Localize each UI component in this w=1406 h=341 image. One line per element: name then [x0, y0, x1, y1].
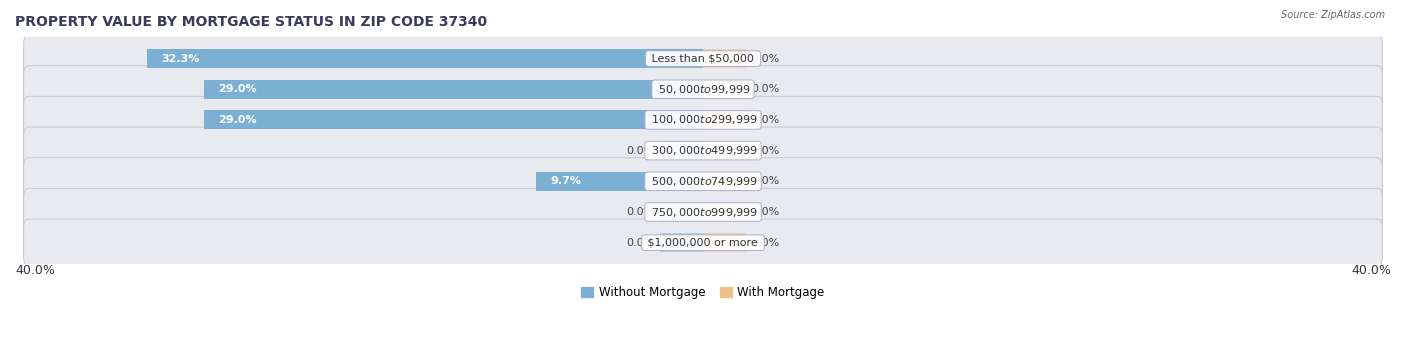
Text: PROPERTY VALUE BY MORTGAGE STATUS IN ZIP CODE 37340: PROPERTY VALUE BY MORTGAGE STATUS IN ZIP…: [15, 15, 486, 29]
Text: $50,000 to $99,999: $50,000 to $99,999: [655, 83, 751, 96]
Bar: [659, 141, 703, 160]
Text: $500,000 to $749,999: $500,000 to $749,999: [648, 175, 758, 188]
Text: Source: ZipAtlas.com: Source: ZipAtlas.com: [1281, 10, 1385, 20]
Bar: [703, 80, 747, 99]
Text: 29.0%: 29.0%: [218, 84, 256, 94]
Text: 9.7%: 9.7%: [550, 176, 581, 186]
FancyBboxPatch shape: [24, 97, 1382, 144]
FancyBboxPatch shape: [24, 158, 1382, 205]
Bar: [703, 141, 747, 160]
Text: 40.0%: 40.0%: [1351, 264, 1391, 277]
Text: 29.0%: 29.0%: [218, 115, 256, 125]
FancyBboxPatch shape: [24, 188, 1382, 236]
Text: 0.0%: 0.0%: [627, 238, 655, 248]
Text: 0.0%: 0.0%: [751, 84, 779, 94]
Bar: [148, 49, 703, 68]
Text: 0.0%: 0.0%: [751, 115, 779, 125]
Bar: [204, 80, 703, 99]
Text: $1,000,000 or more: $1,000,000 or more: [644, 238, 762, 248]
Bar: [659, 233, 703, 252]
Bar: [204, 110, 703, 130]
FancyBboxPatch shape: [24, 219, 1382, 266]
Text: Less than $50,000: Less than $50,000: [648, 54, 758, 63]
Bar: [703, 172, 747, 191]
FancyBboxPatch shape: [24, 127, 1382, 174]
Text: $750,000 to $999,999: $750,000 to $999,999: [648, 206, 758, 219]
Text: 0.0%: 0.0%: [751, 146, 779, 155]
Text: 0.0%: 0.0%: [751, 238, 779, 248]
Legend: Without Mortgage, With Mortgage: Without Mortgage, With Mortgage: [581, 286, 825, 299]
Bar: [703, 49, 747, 68]
Text: 40.0%: 40.0%: [15, 264, 55, 277]
Text: $300,000 to $499,999: $300,000 to $499,999: [648, 144, 758, 157]
Bar: [536, 172, 703, 191]
Bar: [703, 233, 747, 252]
Bar: [659, 203, 703, 222]
Bar: [703, 110, 747, 130]
FancyBboxPatch shape: [24, 66, 1382, 113]
Text: 0.0%: 0.0%: [627, 207, 655, 217]
Text: 0.0%: 0.0%: [751, 207, 779, 217]
Text: 0.0%: 0.0%: [627, 146, 655, 155]
FancyBboxPatch shape: [24, 35, 1382, 82]
Text: 0.0%: 0.0%: [751, 176, 779, 186]
Text: 32.3%: 32.3%: [162, 54, 200, 63]
Text: $100,000 to $299,999: $100,000 to $299,999: [648, 114, 758, 127]
Text: 0.0%: 0.0%: [751, 54, 779, 63]
Bar: [703, 203, 747, 222]
